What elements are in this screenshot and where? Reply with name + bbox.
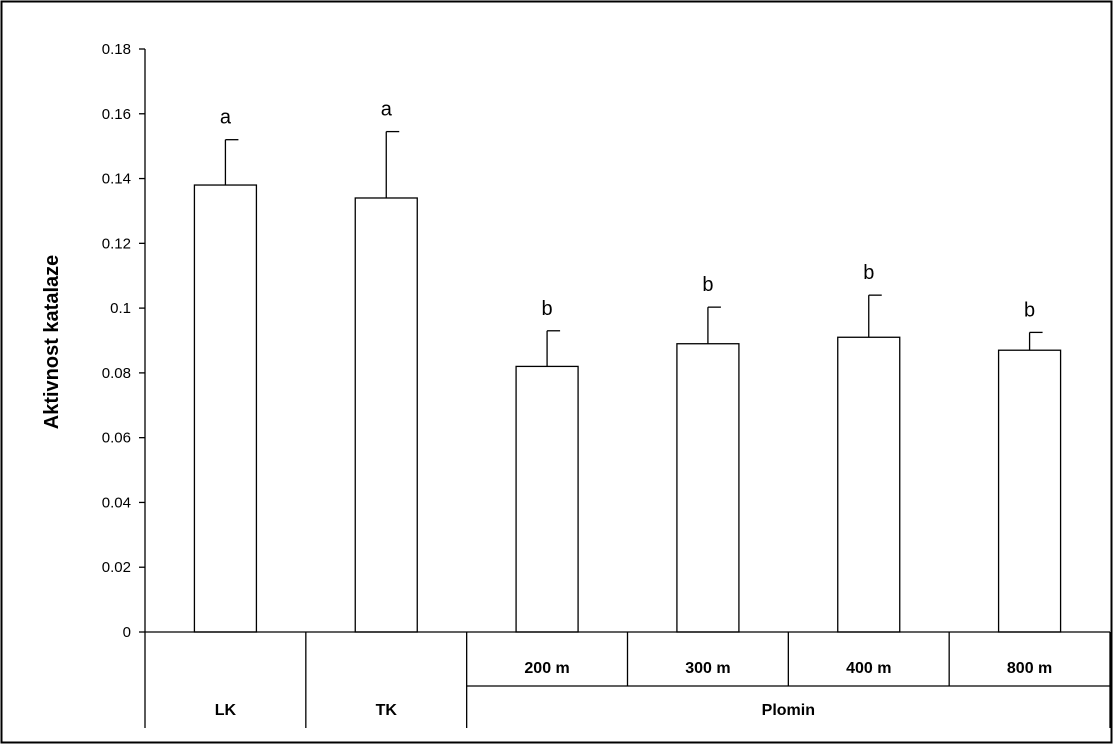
y-tick-label: 0.02	[102, 559, 131, 576]
significance-label: b	[863, 262, 874, 284]
significance-label: a	[381, 99, 393, 121]
x-group-label: Plomin	[762, 702, 815, 719]
y-tick-label: 0.06	[102, 430, 131, 447]
y-tick-label: 0.18	[102, 41, 131, 58]
y-axis-label: Aktivnost katalaze	[41, 255, 63, 430]
x-category-label: 300 m	[685, 660, 730, 677]
y-tick-label: 0	[123, 624, 131, 641]
significance-label: a	[220, 107, 232, 129]
x-category-label: 400 m	[846, 660, 891, 677]
y-tick-label: 0.14	[102, 171, 131, 188]
bar-tk	[354, 197, 418, 633]
y-tick-label: 0.08	[102, 365, 131, 382]
bar-400-m	[837, 336, 901, 633]
y-tick-label: 0.1	[110, 300, 131, 317]
y-axis: 0 0.02 0.04 0.06 0.08 0.1 0.12 0.14 0.16 0.18	[102, 41, 146, 641]
x-category-label: TK	[376, 702, 398, 719]
significance-label: b	[542, 298, 553, 320]
bar-200-m	[515, 365, 579, 633]
significance-label: b	[1024, 299, 1035, 321]
bars-group: a a b b b b	[193, 99, 1062, 633]
y-tick-label: 0.12	[102, 235, 131, 252]
bar-800-m	[997, 349, 1062, 633]
x-category-label: 200 m	[524, 660, 569, 677]
x-category-label: 800 m	[1007, 660, 1052, 677]
y-tick-label: 0.04	[102, 494, 131, 511]
bar-lk	[193, 184, 258, 633]
significance-label: b	[702, 274, 713, 296]
x-axis: LK TK 200 m 300 m 400 m 800 m Plomin	[144, 631, 1111, 728]
y-tick-label: 0.16	[102, 106, 131, 123]
bar-300-m	[676, 343, 740, 633]
x-category-label: LK	[215, 702, 237, 719]
